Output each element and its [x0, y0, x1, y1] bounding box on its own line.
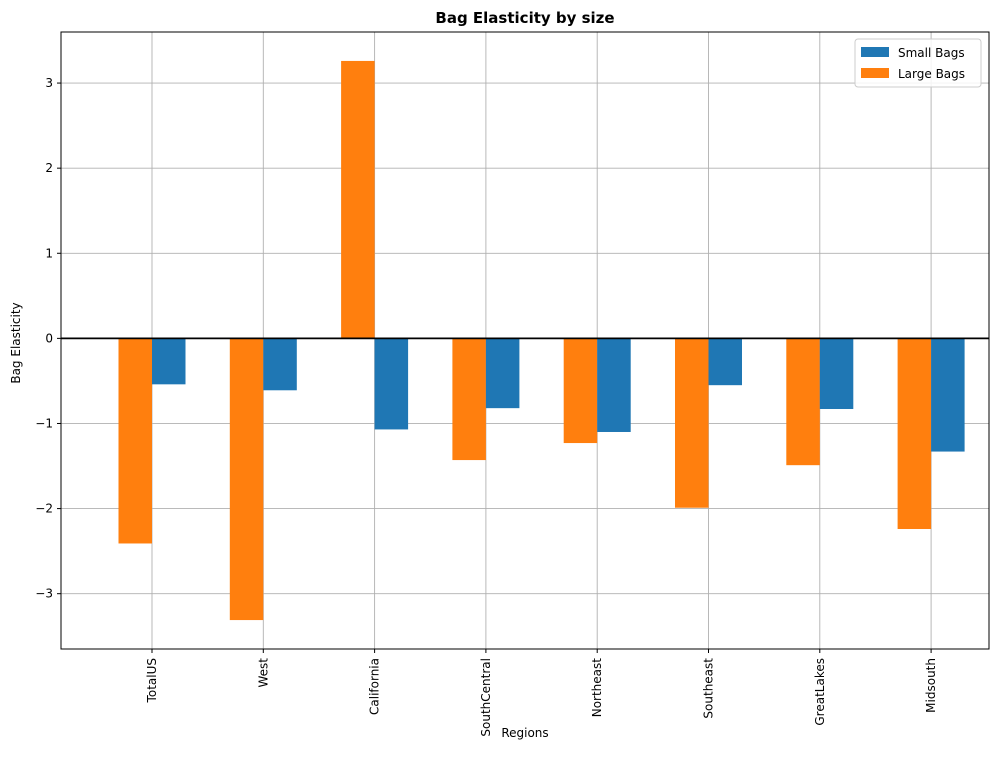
bar-small-bags [263, 338, 297, 391]
bar-large-bags [341, 60, 375, 339]
x-tick-label: TotalUS [145, 658, 159, 703]
y-tick-label: 2 [45, 161, 53, 175]
x-tick-label: GreatLakes [813, 658, 827, 726]
legend: Small Bags Large Bags [854, 38, 982, 88]
bar-small-bags [374, 338, 409, 430]
y-tick-label: 1 [45, 246, 53, 260]
x-tick-label: California [368, 658, 382, 715]
bar-large-bags [897, 338, 932, 530]
x-tick-label: Northeast [590, 658, 604, 718]
x-axis-label: Regions [501, 726, 548, 740]
x-tick-label: West [256, 658, 270, 688]
bar-large-bags [452, 338, 486, 461]
bar-small-bags [708, 338, 742, 386]
y-tick-label: −3 [35, 587, 53, 601]
bar-large-bags [563, 338, 598, 444]
bar-large-bags [675, 338, 709, 508]
bars-layer [118, 60, 965, 621]
bar-small-bags [931, 338, 965, 452]
axes-layer: −3 −2 −1 0 1 2 3 TotalUS West California SouthCent… [35, 31, 990, 737]
bar-small-bags [152, 338, 186, 385]
y-axis-label: Bag Elasticity [9, 302, 23, 383]
bar-small-bags [819, 338, 854, 410]
legend-swatch [861, 47, 889, 57]
bar-large-bags [786, 338, 820, 466]
y-tick-label: −1 [35, 416, 53, 430]
bar-small-bags [597, 338, 631, 432]
legend-label: Large Bags [898, 67, 965, 81]
bar-small-bags [485, 338, 520, 409]
x-tick-label: Southeast [702, 658, 716, 719]
y-tick-label: −2 [35, 502, 53, 516]
x-tick-label: Midsouth [924, 658, 938, 713]
bar-large-bags [118, 338, 152, 544]
legend-swatch [861, 68, 889, 78]
plot-frame [60, 31, 990, 650]
chart-title: Bag Elasticity by size [435, 9, 614, 27]
y-tick-label: 3 [45, 76, 53, 90]
x-tick-label: SouthCentral [479, 658, 493, 737]
y-tick-label: 0 [45, 331, 53, 345]
bar-large-bags [229, 338, 264, 621]
legend-label: Small Bags [898, 46, 965, 60]
